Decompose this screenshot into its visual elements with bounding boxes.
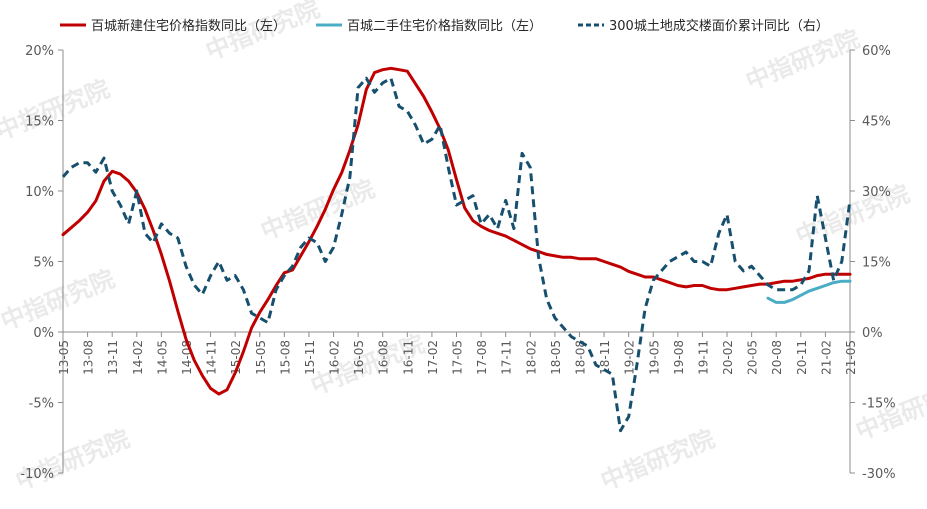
legend-label-3: 300城土地成交楼面价累计同比（右） (609, 18, 829, 34)
legend-label-2: 百城二手住宅价格指数同比（左） (347, 18, 542, 34)
x-tick-label: 19-02 (623, 340, 637, 375)
series-layer (61, 66, 852, 433)
x-tick-label: 14-02 (131, 340, 145, 375)
x-tick-label: 17-05 (451, 340, 465, 375)
left-tick-label: -5% (29, 397, 54, 412)
left-y-axis: -10% -5% 0% 5% 10% 15% 20% (20, 44, 64, 482)
x-tick-label: 21-02 (819, 340, 833, 375)
x-tick-label: 17-11 (500, 340, 514, 375)
watermark-text: 中指研究院 (792, 180, 914, 251)
left-tick-label: 0% (33, 326, 54, 341)
x-tick-label: 17-02 (426, 340, 440, 375)
x-tick-label: 16-08 (377, 340, 391, 375)
x-tick-label: 18-08 (573, 340, 587, 375)
legend-label-1: 百城新建住宅价格指数同比（左） (91, 18, 286, 34)
left-tick-label: 10% (25, 185, 54, 200)
left-tick-label: 5% (33, 256, 54, 271)
x-tick-label: 13-08 (82, 340, 96, 375)
watermark-text: 中指研究院 (0, 265, 119, 336)
x-tick-label: 18-11 (598, 340, 612, 375)
right-tick-label: 15% (862, 256, 891, 271)
x-tick-label: 19-08 (672, 340, 686, 375)
watermark-text: 中指研究院 (12, 425, 134, 496)
watermark-text: 中指研究院 (0, 75, 114, 146)
legend: 百城新建住宅价格指数同比（左） 百城二手住宅价格指数同比（左） 300城土地成交楼面… (60, 18, 829, 34)
watermark-text: 中指研究院 (597, 425, 719, 496)
x-tick-label: 20-05 (746, 340, 760, 375)
x-tick-label: 14-05 (155, 340, 169, 375)
x-tick-label: 15-11 (303, 340, 317, 375)
watermark-text: 中指研究院 (257, 175, 379, 246)
right-y-axis: -30% -15% 0% 15% 30% 45% 60% (849, 44, 896, 482)
x-tick-label: 20-08 (770, 340, 784, 375)
x-tick-label: 19-05 (647, 340, 661, 375)
series-line-1 (61, 66, 852, 396)
x-tick-label: 15-05 (254, 340, 268, 375)
x-axis: 13-05 13-08 13-11 14-02 14-05 14-08 14-11 15-02… (57, 331, 858, 375)
series-line-2 (766, 279, 852, 304)
x-tick-label: 13-05 (57, 340, 71, 375)
x-tick-label: 20-02 (721, 340, 735, 375)
x-tick-label: 15-08 (278, 340, 292, 375)
x-tick-label: 17-08 (475, 340, 489, 375)
x-tick-label: 18-05 (549, 340, 563, 375)
x-tick-label: 19-11 (696, 340, 710, 375)
x-tick-label: 13-11 (106, 340, 120, 375)
x-tick-label: 21-05 (844, 340, 858, 375)
left-tick-label: -10% (20, 467, 54, 482)
x-tick-label: 16-05 (352, 340, 366, 375)
x-tick-label: 20-11 (795, 340, 809, 375)
x-tick-label: 16-02 (328, 340, 342, 375)
right-tick-label: 45% (862, 115, 891, 130)
watermark-text: 中指研究院 (742, 25, 864, 96)
right-tick-label: -30% (862, 467, 896, 482)
left-tick-label: 15% (25, 115, 54, 130)
left-tick-label: 20% (25, 44, 54, 59)
x-tick-label: 16-11 (401, 340, 415, 375)
right-tick-label: 60% (862, 44, 891, 59)
x-tick-label: 18-02 (524, 340, 538, 375)
x-tick-label: 14-11 (205, 340, 219, 375)
right-tick-label: 30% (862, 185, 891, 200)
series-line-3 (61, 76, 852, 433)
right-tick-label: -15% (862, 397, 896, 412)
x-tick-label: 15-02 (229, 340, 243, 375)
right-tick-label: 0% (862, 326, 883, 341)
